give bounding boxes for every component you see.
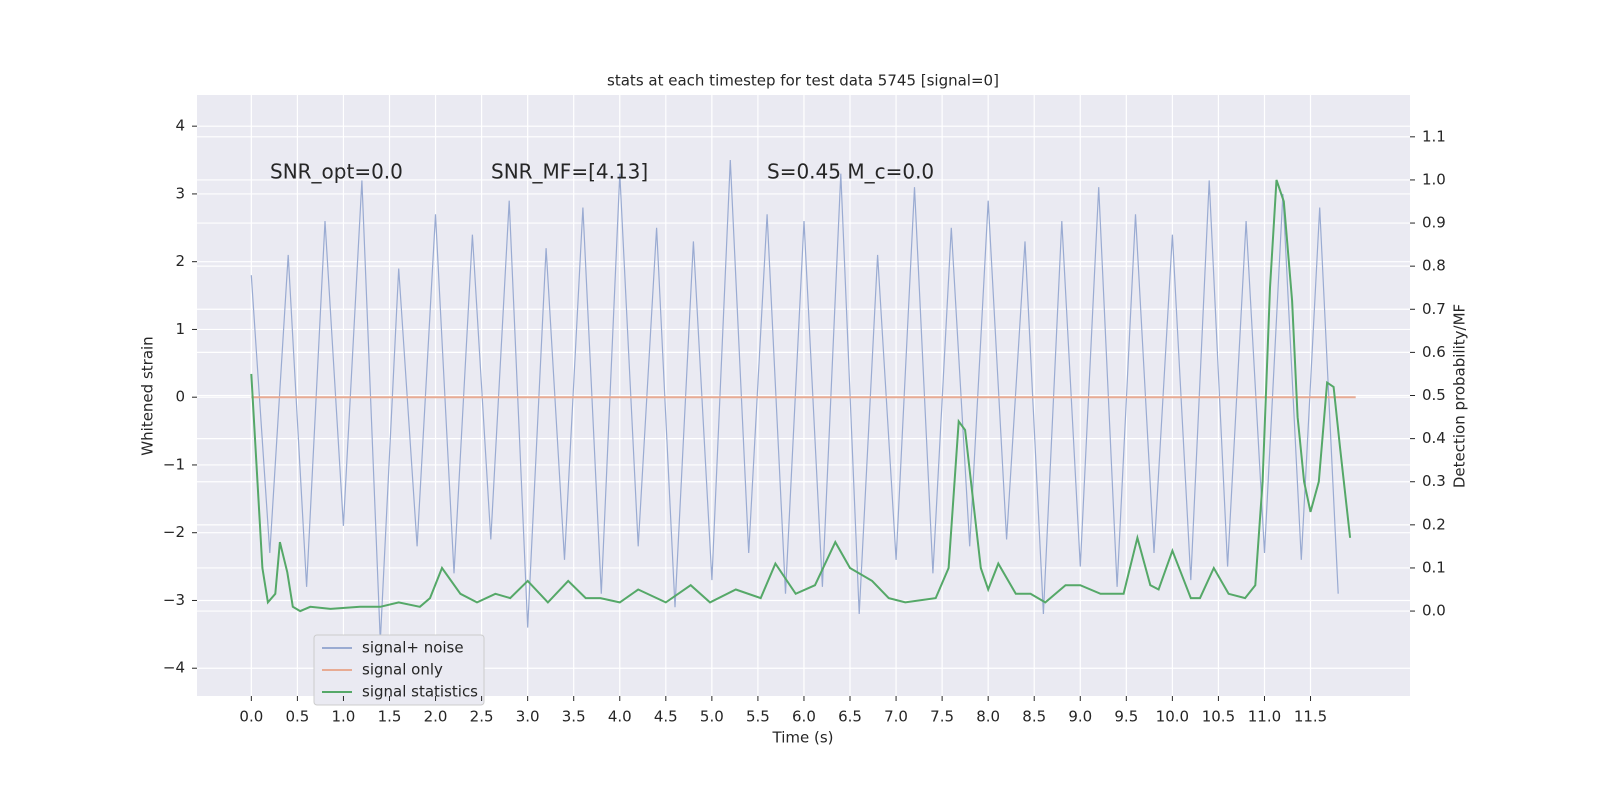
y2-tick-label: 0.7 — [1422, 300, 1446, 318]
x-tick-label: 0.0 — [239, 708, 263, 726]
legend-box — [313, 634, 485, 706]
y2-tick-label: 0.6 — [1422, 343, 1446, 361]
y2-tick-label: 0.1 — [1422, 558, 1446, 576]
x-tick-label: 2.5 — [470, 708, 494, 726]
x-tick-label: 10.0 — [1156, 708, 1189, 726]
x-tick-label: 6.0 — [792, 708, 816, 726]
y2-tick-label: 1.1 — [1422, 127, 1446, 145]
y-tick-label: −3 — [163, 591, 185, 609]
y-axis-label: Whitened strain — [139, 336, 157, 455]
x-tick-label: 5.5 — [746, 708, 770, 726]
annotation: S=0.45 M_c=0.0 — [767, 160, 934, 184]
x-tick-label: 5.0 — [700, 708, 724, 726]
series-line — [250, 179, 1352, 613]
x-tick-label: 7.5 — [930, 708, 954, 726]
x-tick-label: 10.5 — [1202, 708, 1235, 726]
y2-tick-label: 0.8 — [1422, 257, 1446, 275]
y2-tick-label: 0.2 — [1422, 515, 1446, 533]
x-tick-label: 1.0 — [332, 708, 356, 726]
x-tick-label: 4.0 — [608, 708, 632, 726]
y-tick-label: −4 — [163, 659, 185, 677]
annotation: SNR_opt=0.0 — [270, 160, 403, 184]
x-tick-label: 11.0 — [1248, 708, 1281, 726]
x-tick-label: 3.0 — [516, 708, 540, 726]
x-tick-label: 6.5 — [838, 708, 862, 726]
y2-tick-label: 0.0 — [1422, 602, 1446, 620]
x-tick-label: 2.0 — [424, 708, 448, 726]
y-tick-label: 2 — [175, 252, 185, 270]
x-tick-label: 11.5 — [1294, 708, 1327, 726]
y-tick-label: 4 — [175, 117, 185, 135]
marks — [250, 159, 1356, 642]
y2-tick-label: 0.9 — [1422, 214, 1446, 232]
y2-tick-label: 1.0 — [1422, 170, 1446, 188]
x-tick-label: 4.5 — [654, 708, 678, 726]
y2-tick-label: 0.5 — [1422, 386, 1446, 404]
x-tick-label: 8.5 — [1022, 708, 1046, 726]
y-tick-label: 3 — [175, 184, 185, 202]
x-tick-label: 1.5 — [378, 708, 402, 726]
legend-label: signal+ noise — [362, 639, 464, 657]
y-tick-label: 1 — [175, 320, 185, 338]
grid — [197, 95, 1410, 696]
y2-axis-label: Detection probability/MF — [1451, 304, 1469, 488]
x-tick-label: 7.0 — [884, 708, 908, 726]
legend: signal+ noise signal only signal statistic… — [313, 634, 485, 706]
y2-tick-label: 0.4 — [1422, 429, 1446, 447]
annotation: SNR_MF=[4.13] — [491, 160, 648, 184]
x-tick-label: 9.0 — [1068, 708, 1092, 726]
legend-label: signal statistics — [362, 683, 478, 701]
x-tick-label: 0.5 — [285, 708, 309, 726]
x-tick-label: 9.5 — [1114, 708, 1138, 726]
legend-label: signal only — [362, 661, 443, 679]
series-line — [250, 159, 1339, 642]
y-tick-label: −1 — [163, 455, 185, 473]
y2-tick-label: 0.3 — [1422, 472, 1446, 490]
x-axis-label: Time (s) — [772, 729, 834, 747]
x-tick-label: 8.0 — [976, 708, 1000, 726]
chart-title: stats at each timestep for test data 574… — [607, 72, 999, 90]
y-tick-label: −2 — [163, 523, 185, 541]
x-tick-label: 3.5 — [562, 708, 586, 726]
y-tick-label: 0 — [175, 388, 185, 406]
